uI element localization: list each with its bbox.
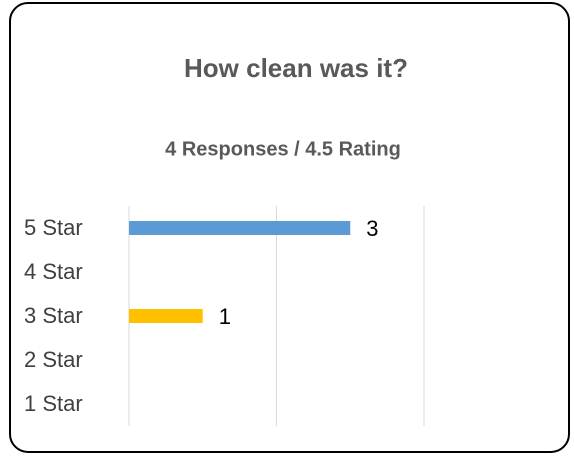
y-tick-label: 1 Star <box>24 391 83 416</box>
data-label: 3 <box>366 216 378 241</box>
bar <box>129 309 203 323</box>
y-tick-label: 4 Star <box>24 259 83 284</box>
bar <box>129 221 351 235</box>
chart-title: How clean was it? <box>184 53 408 83</box>
y-tick-label: 5 Star <box>24 215 83 240</box>
chart-subtitle: 4 Responses / 4.5 Rating <box>165 138 401 160</box>
y-tick-label: 3 Star <box>24 303 83 328</box>
y-tick-label: 2 Star <box>24 347 83 372</box>
data-label: 1 <box>219 304 231 329</box>
